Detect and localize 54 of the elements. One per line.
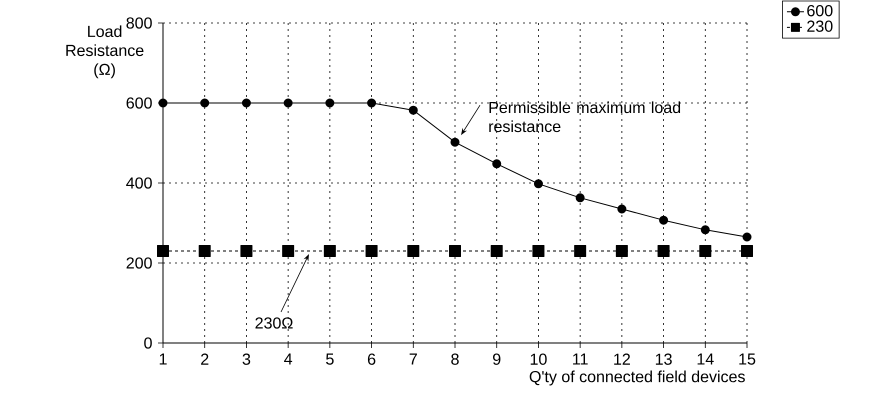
point (157, 245, 169, 257)
point (490, 245, 503, 257)
y-tick-label: 600 (126, 97, 152, 109)
point (576, 193, 585, 202)
x-tick-label: 7 (410, 354, 417, 365)
point (200, 98, 210, 108)
point (616, 245, 628, 257)
x-tick-label: 2 (201, 354, 208, 365)
point (325, 98, 334, 108)
y-tick-label: 400 (126, 177, 152, 189)
point (242, 98, 251, 108)
x-tick-label: 9 (493, 354, 500, 365)
point (658, 245, 670, 257)
point (407, 245, 420, 257)
point (532, 245, 544, 257)
point (534, 179, 543, 188)
x-tick-label: 14 (698, 354, 714, 365)
x-tick-label: 8 (451, 354, 459, 365)
point (324, 245, 336, 257)
x-tick-label: 15 (739, 354, 756, 365)
annotation: 230Ω (255, 317, 293, 329)
legend-label: 600 (807, 4, 833, 16)
x-axis-title: Q'ty of connected field devices (530, 370, 745, 386)
point (158, 98, 168, 108)
point (408, 106, 418, 115)
point (492, 159, 502, 168)
point (574, 245, 586, 257)
point (240, 245, 252, 257)
point (284, 98, 293, 108)
x-tick-label: 10 (530, 354, 547, 365)
x-tick-label: 3 (242, 354, 250, 365)
point (367, 98, 376, 108)
point (659, 216, 668, 225)
point (449, 245, 462, 257)
point (450, 138, 460, 147)
x-tick-label: 6 (368, 354, 376, 365)
point (198, 245, 211, 257)
y-tick-label: 0 (144, 337, 152, 349)
point (741, 245, 754, 257)
point (742, 232, 752, 242)
legend-label: 230 (807, 20, 833, 32)
point (282, 245, 294, 257)
x-tick-label: 12 (614, 354, 630, 365)
y-tick-label: 200 (126, 257, 152, 269)
point (699, 245, 712, 257)
x-tick-label: 1 (160, 354, 167, 365)
x-tick-label: 5 (326, 354, 334, 365)
x-tick-label: 13 (656, 354, 672, 365)
point (617, 204, 626, 214)
annotation: Permissible maximum load resistance (489, 101, 680, 132)
point (700, 225, 710, 234)
x-tick-label: 11 (573, 354, 588, 365)
x-tick-label: 4 (284, 354, 292, 365)
point (366, 245, 378, 257)
